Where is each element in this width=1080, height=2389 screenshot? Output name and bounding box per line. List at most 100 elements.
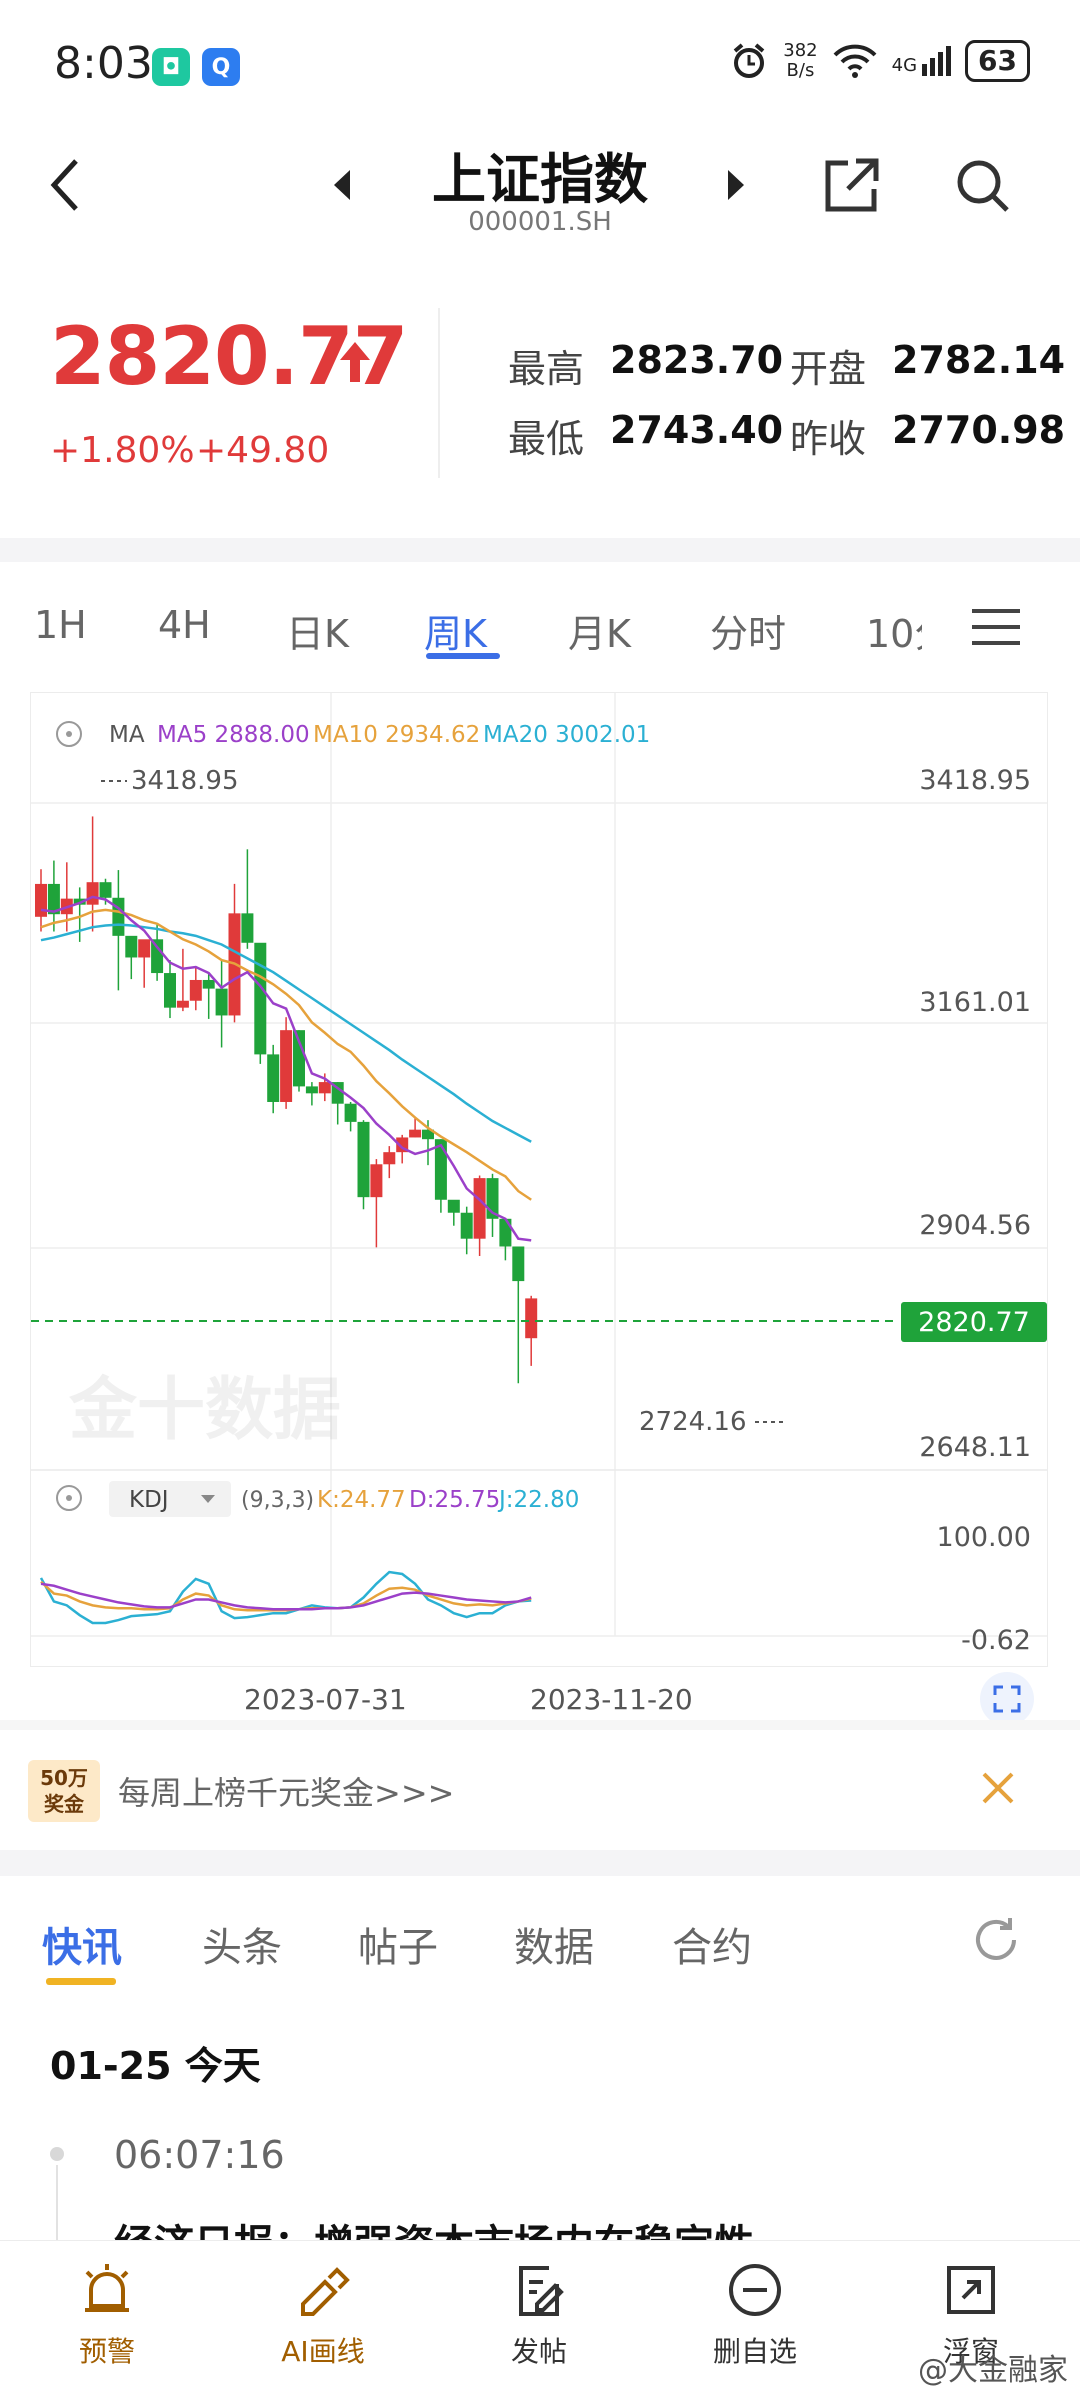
page-title: 上证指数 [432, 148, 648, 211]
tab-intraday[interactable]: 分时 [710, 612, 787, 656]
share-icon[interactable] [820, 155, 882, 217]
status-time: 8:03 [54, 38, 153, 89]
candle-body [473, 1178, 486, 1239]
refresh-icon[interactable] [968, 1912, 1024, 1968]
previous-index-icon[interactable] [332, 168, 354, 202]
menu-icon[interactable] [970, 605, 1022, 649]
candle-body [112, 897, 125, 936]
kline-chart[interactable]: 金十数据 MA MA5 2888.00 MA10 2934.62 MA20 30… [30, 692, 1048, 1667]
min-price-label: 2724.16 [639, 1407, 747, 1437]
tab-1h[interactable]: 1H [34, 603, 87, 647]
prev-close-value: 2770.98 [892, 408, 1066, 452]
tab-weekly-k[interactable]: 周K [424, 612, 487, 656]
user-watermark: @大金融家 [918, 2353, 1068, 2388]
nav-float-window[interactable]: 浮窗 [896, 2260, 1046, 2370]
candle-body [499, 1218, 512, 1247]
candle-body [151, 939, 164, 974]
index-code: 000001.SH [468, 207, 612, 237]
candle-body [447, 1199, 460, 1213]
candle-body [525, 1298, 538, 1339]
candle-body [267, 1054, 280, 1102]
ma10-value: MA10 2934.62 [313, 722, 480, 748]
kdj-params: (9,3,3) [241, 1488, 314, 1513]
search-icon[interactable] [952, 155, 1014, 217]
remove-circle-icon [729, 2264, 781, 2316]
change-percent: +1.80% [50, 430, 195, 471]
kdj-j-line [39, 1570, 532, 1625]
kdj-lines [39, 1570, 532, 1625]
nav-remove-watchlist[interactable]: 删自选 [680, 2260, 830, 2370]
back-arrow-icon[interactable] [46, 155, 86, 215]
candle-body [512, 1246, 525, 1282]
ma-settings-icon[interactable] [56, 721, 82, 747]
nav-alert[interactable]: 预警 [32, 2260, 182, 2370]
tab-contracts[interactable]: 合约 [672, 1925, 752, 1971]
y-tick-label: 3418.95 [919, 765, 1031, 796]
candle-body [176, 1000, 189, 1008]
status-bar: 8:03 ◘ Q 382 B/s 4G 63 [0, 0, 1080, 130]
tab-headlines[interactable]: 头条 [202, 1925, 282, 1971]
promo-banner[interactable] [0, 1730, 1080, 1850]
candle-body [35, 883, 47, 917]
promo-text[interactable]: 每周上榜千元奖金>>> [118, 1774, 455, 1812]
next-index-icon[interactable] [724, 168, 746, 202]
ma5-line [40, 895, 532, 1242]
app-notification-icon: ◘ [152, 48, 190, 86]
tab-10min[interactable]: 10分 [866, 612, 922, 656]
high-value: 2823.70 [610, 338, 784, 382]
tab-posts[interactable]: 帖子 [358, 1925, 438, 1971]
candle-body [331, 1082, 344, 1104]
news-time: 06:07:16 [114, 2133, 285, 2177]
candle-body [280, 1030, 293, 1102]
x-axis-label: 2023-11-20 [530, 1683, 693, 1716]
tab-daily-k[interactable]: 日K [286, 612, 349, 656]
kdj-settings-icon[interactable] [56, 1485, 82, 1511]
chart-watermark: 金十数据 [68, 1371, 341, 1450]
tab-4h[interactable]: 4H [158, 603, 211, 647]
prev-close-label: 昨收 [790, 417, 867, 461]
candle-body [254, 942, 267, 1055]
tab-data[interactable]: 数据 [514, 1925, 594, 1971]
indicator-dropdown[interactable] [109, 1481, 231, 1517]
kdj-d-value: D:25.75 [409, 1487, 500, 1513]
candle-body [318, 1082, 331, 1094]
high-label: 最高 [508, 347, 585, 391]
section-separator [0, 538, 1080, 562]
y-tick-label: 2648.11 [919, 1432, 1031, 1463]
candle-body [357, 1121, 370, 1198]
candle-body [138, 939, 151, 958]
float-window-icon [947, 2266, 995, 2314]
news-date: 01-25 今天 [50, 2044, 261, 2088]
max-price-label: 3418.95 [131, 766, 239, 796]
kdj-j-value: J:22.80 [497, 1487, 579, 1513]
fullscreen-icon [993, 1685, 1021, 1713]
candle-body [86, 882, 99, 905]
candle-body [422, 1129, 434, 1140]
up-arrow-icon [340, 342, 370, 382]
tab-flash-news[interactable]: 快讯 [42, 1925, 122, 1971]
nav-post[interactable]: 发帖 [464, 2260, 614, 2370]
kline-chart-svg[interactable]: 金十数据 MA MA5 2888.00 MA10 2934.62 MA20 30… [31, 693, 1047, 1666]
compose-icon [519, 2266, 564, 2316]
candle-body [383, 1152, 396, 1165]
kdj-d-line [40, 1582, 532, 1611]
fullscreen-button[interactable] [980, 1672, 1034, 1726]
candle-body [215, 988, 228, 1016]
candle-body [370, 1164, 383, 1198]
section-separator [0, 1850, 1080, 1876]
ma20-value: MA20 3002.01 [483, 722, 650, 748]
signal-icon: 4G [892, 46, 952, 76]
candle-body [164, 973, 176, 1008]
nav-ai-draw[interactable]: AI画线 [248, 2260, 398, 2370]
tab-monthly-k[interactable]: 月K [568, 612, 631, 656]
alarm-bell-icon [85, 2264, 129, 2312]
section-separator [0, 1720, 1080, 1730]
ma20-line [40, 923, 532, 1143]
candle-body [409, 1129, 422, 1138]
period-tabs: 1H 4H 日K 周K 月K 分时 10分 [0, 585, 1080, 675]
battery-indicator: 63 [965, 40, 1030, 82]
close-icon[interactable] [980, 1770, 1016, 1806]
low-value: 2743.40 [610, 408, 784, 452]
promo-badge: 50万 奖金 [28, 1760, 100, 1822]
x-axis-label: 2023-07-31 [244, 1683, 407, 1716]
